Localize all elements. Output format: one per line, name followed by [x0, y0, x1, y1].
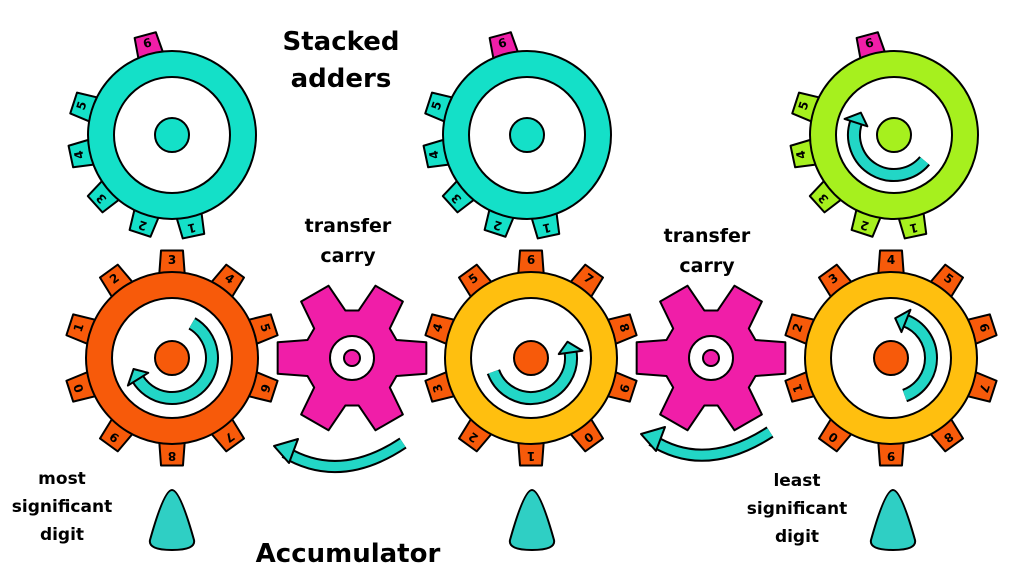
- tooth-digit-label: 1: [527, 449, 535, 463]
- tooth-digit-label: 2: [790, 322, 806, 334]
- tooth-digit-label: 6: [497, 35, 509, 51]
- least-significant-digit-line2: significant: [747, 499, 847, 519]
- transfer-carry-left-line2: carry: [320, 245, 376, 267]
- gear-hub: [154, 340, 190, 376]
- tooth-digit-label: 4: [430, 322, 446, 334]
- tooth-digit-label: 3: [168, 253, 176, 267]
- least-significant-digit-line1: least: [773, 471, 820, 491]
- adder-ring: [86, 50, 258, 220]
- stacked-adders-title-line2: adders: [291, 64, 392, 94]
- tooth-digit-label: 5: [796, 100, 812, 112]
- tooth-digit-label: 1: [541, 220, 552, 235]
- accumulator-rotation-arrow: [894, 308, 938, 403]
- tooth-digit-label: 3: [430, 382, 446, 394]
- accumulator-rotation-arrow: [486, 340, 584, 405]
- tooth-digit-label: 4: [793, 149, 808, 160]
- accumulator-rotation-arrow: [126, 317, 219, 405]
- tooth-digit-label: 6: [142, 35, 154, 51]
- tooth-digit-label: 2: [492, 217, 504, 233]
- tooth-digit-label: 6: [527, 253, 535, 267]
- transfer-arrow-left: [273, 437, 407, 473]
- tooth-digit-label: 4: [71, 149, 86, 160]
- tooth-digit-label: 4: [887, 253, 895, 267]
- most-significant-digit-line1: most: [38, 469, 86, 489]
- stacked-adders-title-line1: Stacked: [283, 27, 400, 57]
- transfer-carry-gear-right: [635, 284, 787, 432]
- tooth-digit-label: 6: [864, 35, 876, 51]
- tooth-digit-label: 6: [257, 382, 273, 394]
- accumulator-ring: [443, 271, 619, 445]
- pointer-left: [148, 488, 196, 552]
- gear-hub: [876, 117, 912, 153]
- least-significant-digit-line3: digit: [775, 527, 819, 547]
- tooth-digit-label: 9: [887, 449, 895, 463]
- transfer-carry-right-line2: carry: [679, 255, 735, 277]
- tooth-digit-label: 1: [71, 322, 87, 334]
- tooth-digit-label: 1: [790, 382, 806, 394]
- gear-hub: [873, 340, 909, 376]
- tooth-digit-label: 1: [908, 220, 919, 235]
- gear-hub: [513, 340, 549, 376]
- tooth-digit-label: 5: [74, 100, 90, 112]
- most-significant-digit-line3: digit: [40, 525, 84, 545]
- gear-hub: [509, 117, 545, 153]
- tooth-digit-label: 6: [976, 322, 992, 334]
- accumulator-ring: [84, 271, 260, 445]
- adder-ring: [441, 50, 613, 220]
- tooth-digit-label: 0: [71, 382, 87, 394]
- pointer-middle: [508, 488, 556, 552]
- tooth-digit-label: 7: [976, 382, 992, 394]
- transfer-carry-gear-left: [276, 284, 428, 432]
- tooth-digit-label: 2: [859, 217, 871, 233]
- gear-hub: [154, 117, 190, 153]
- transfer-carry-right-line1: transfer: [664, 225, 751, 247]
- tooth-digit-label: 5: [257, 322, 273, 334]
- transfer-arrow-right: [640, 426, 774, 462]
- most-significant-digit-line2: significant: [12, 497, 112, 517]
- tooth-digit-label: 5: [429, 100, 445, 112]
- tooth-digit-label: 4: [426, 149, 441, 160]
- accumulator-ring: [803, 271, 979, 445]
- tooth-digit-label: 8: [616, 322, 632, 334]
- pointer-right: [869, 488, 917, 552]
- tooth-digit-label: 1: [186, 220, 197, 235]
- adder-rotation-arrow: [843, 111, 930, 182]
- tooth-digit-label: 9: [616, 382, 632, 394]
- tooth-digit-label: 2: [137, 217, 149, 233]
- adder-ring: [808, 50, 980, 220]
- transfer-carry-left-line1: transfer: [305, 215, 392, 237]
- transfer-gear-hub: [343, 349, 361, 367]
- transfer-gear-hub: [702, 349, 720, 367]
- tooth-digit-label: 8: [168, 449, 176, 463]
- accumulator-title: Accumulator: [256, 539, 441, 569]
